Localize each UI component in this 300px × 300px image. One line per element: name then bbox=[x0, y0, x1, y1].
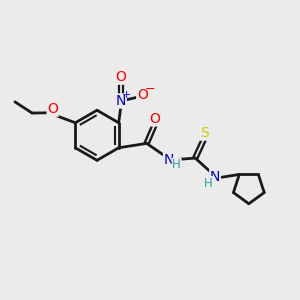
Text: N: N bbox=[116, 94, 126, 108]
Text: H: H bbox=[172, 158, 181, 171]
Text: H: H bbox=[204, 177, 213, 190]
Text: O: O bbox=[149, 112, 160, 126]
Text: −: − bbox=[144, 83, 155, 96]
Text: S: S bbox=[200, 126, 208, 140]
Text: O: O bbox=[137, 88, 148, 102]
Text: N: N bbox=[164, 153, 174, 166]
Text: O: O bbox=[47, 102, 58, 116]
Text: N: N bbox=[210, 169, 220, 184]
Text: +: + bbox=[122, 90, 131, 100]
Text: O: O bbox=[116, 70, 127, 84]
